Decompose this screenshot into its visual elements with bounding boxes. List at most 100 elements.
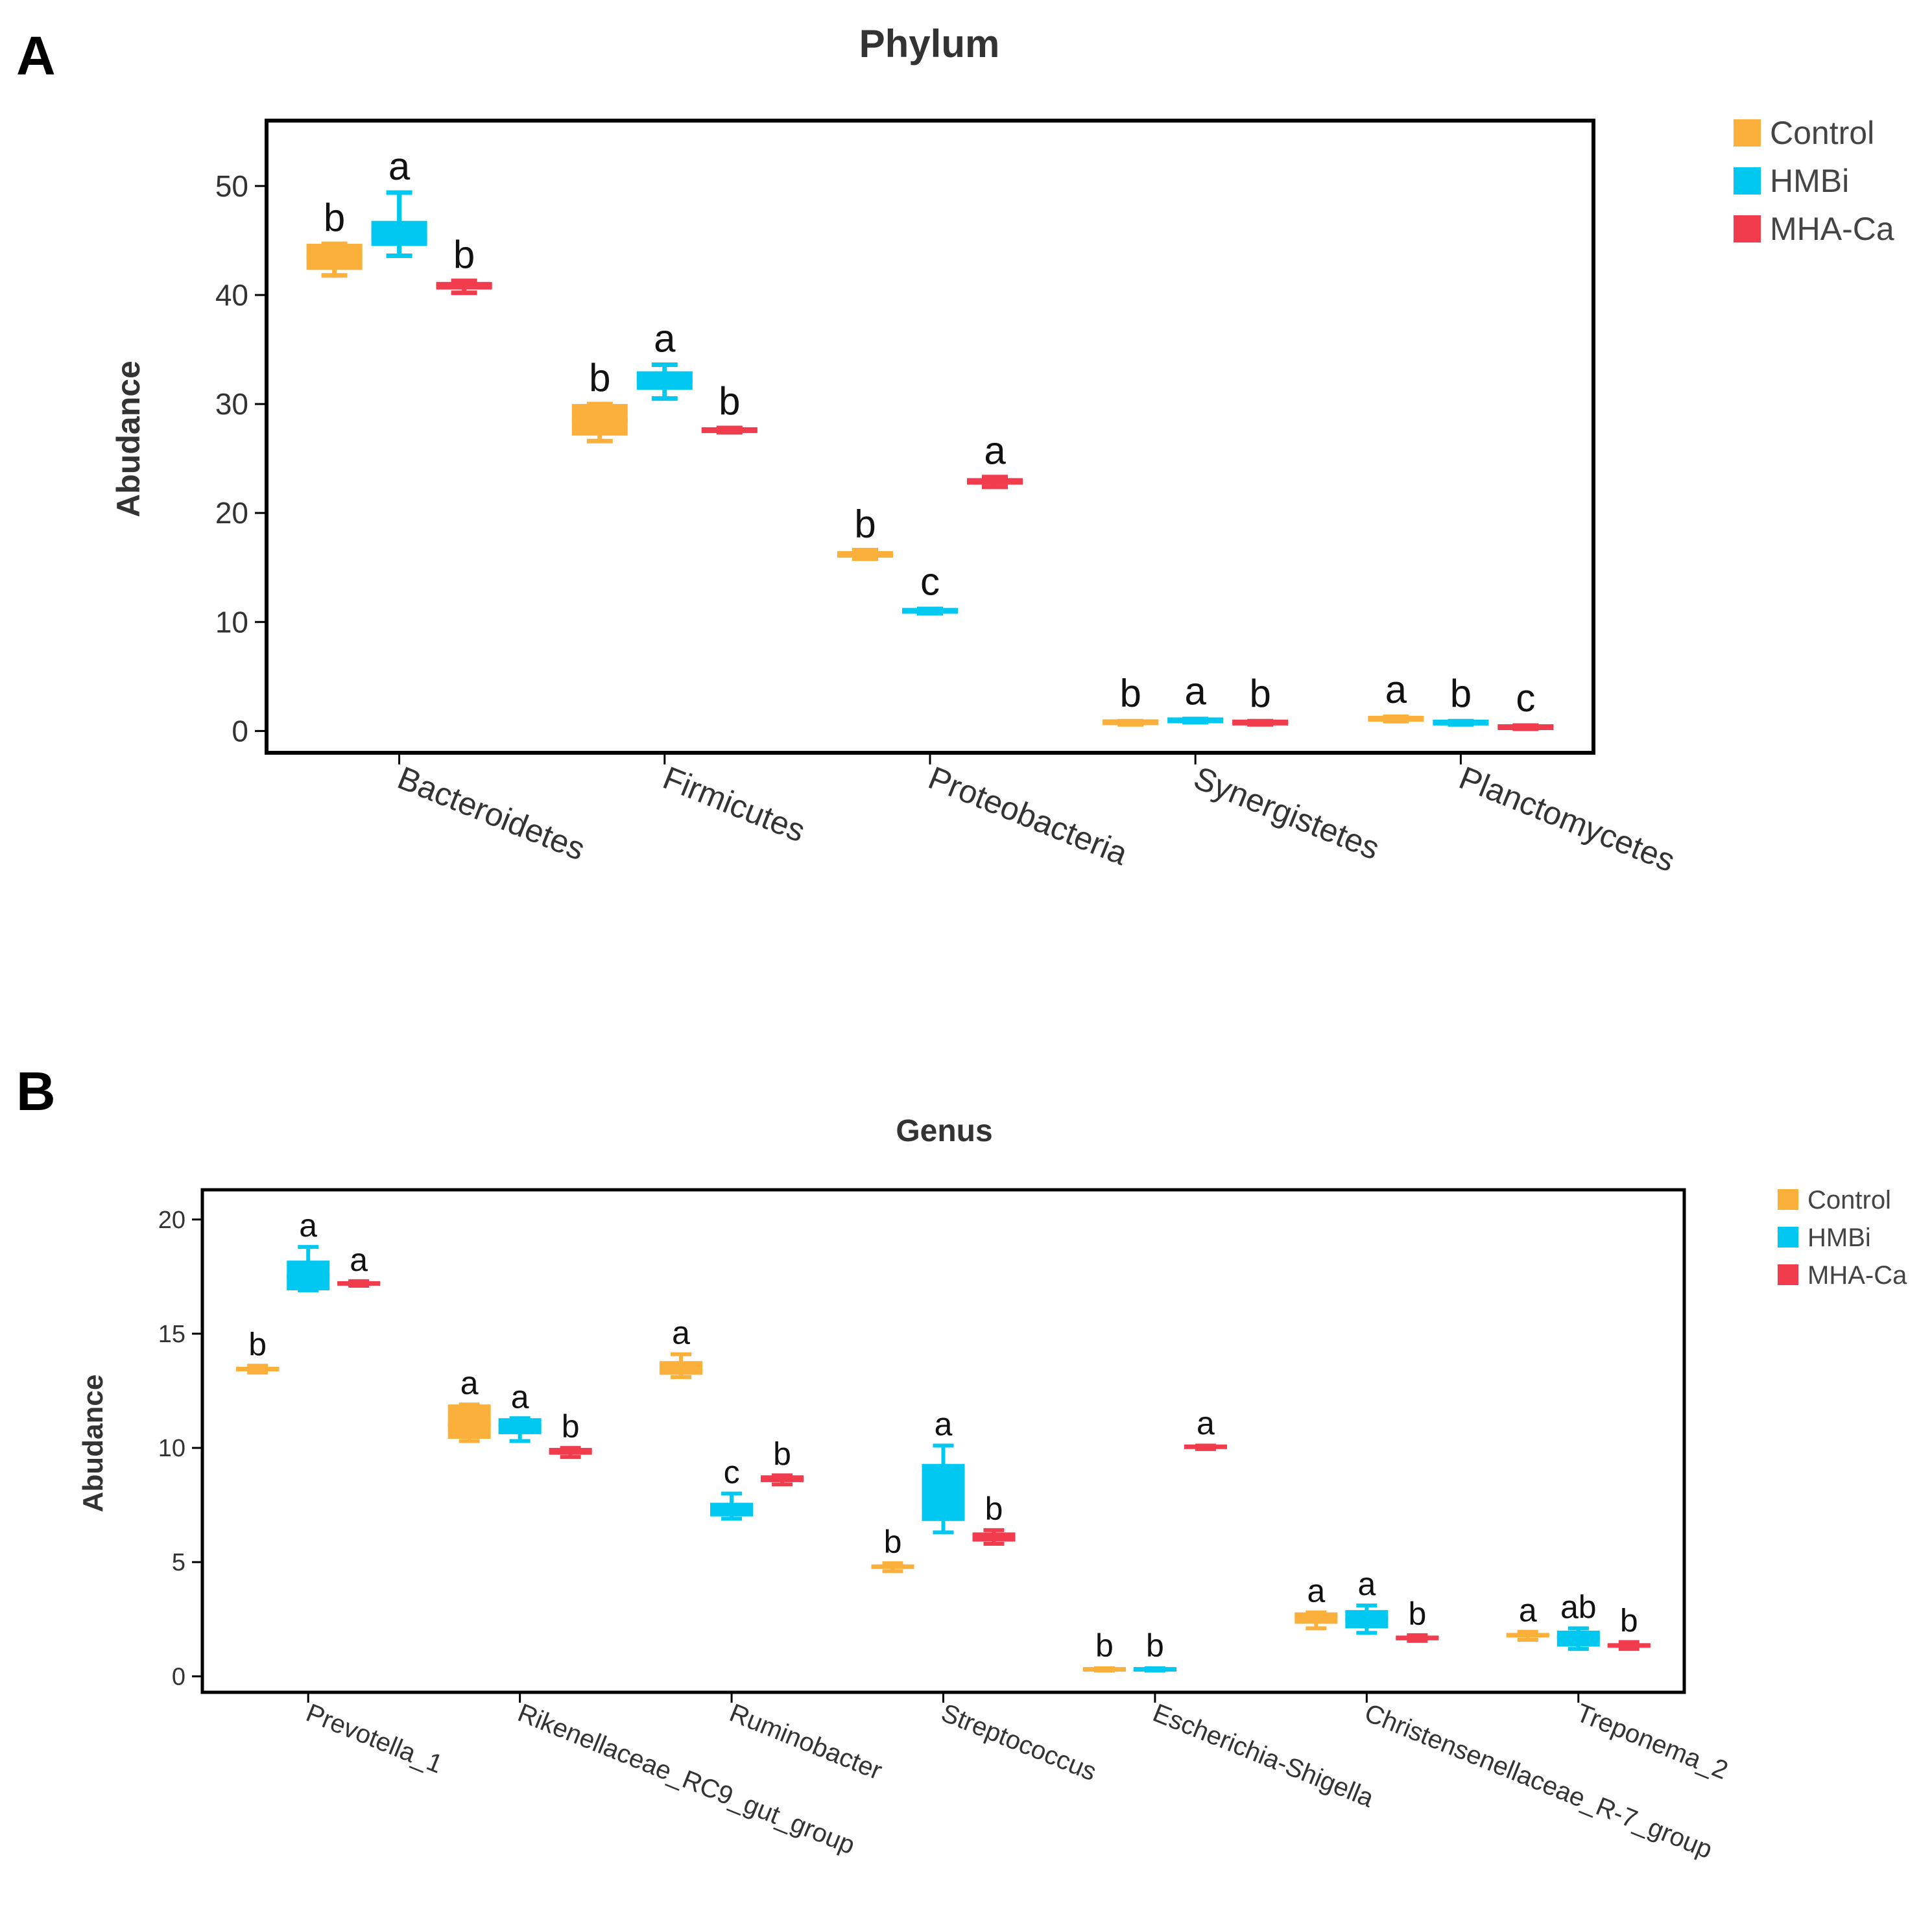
box-MHA-Ca-Firmicutes — [701, 425, 757, 435]
significance-letter: b — [985, 1491, 1003, 1527]
box-MHA-Ca-Synergistetes — [1232, 718, 1289, 727]
legend-swatch — [1778, 1264, 1798, 1285]
significance-letter: b — [884, 1524, 902, 1560]
significance-letter: ab — [1560, 1589, 1597, 1625]
x-tick-label: Christensenellaceae_R-7_group — [1361, 1699, 1716, 1865]
box-Control-Treponema_2 — [1506, 1629, 1549, 1642]
box-HMBi-Planctomycetes — [1433, 718, 1489, 727]
legend-item: Control — [1778, 1186, 1891, 1214]
significance-letter: a — [1307, 1573, 1325, 1609]
box-iqr — [660, 1361, 703, 1375]
significance-letter: c — [724, 1454, 740, 1491]
y-axis: 0 5 10 15 20 — [158, 1207, 202, 1690]
significance-letter: b — [324, 196, 345, 239]
box-HMBi-Synergistetes — [1167, 716, 1224, 725]
significance-letter: a — [299, 1207, 317, 1244]
panel-a: A Phylum Abudance 0 10 20 30 40 50 Bacteroide… — [16, 22, 1894, 879]
significance-letter: a — [984, 429, 1006, 473]
box-MHA-Ca-Treponema_2 — [1607, 1640, 1651, 1651]
legend-item: MHA-Ca — [1778, 1261, 1907, 1290]
box-HMBi-Christensenellaceae_R-7_group — [1345, 1603, 1389, 1635]
chart-title: Genus — [896, 1114, 992, 1148]
box-MHA-Ca-Planctomycetes — [1497, 723, 1554, 731]
x-tick-label: Treponema_2 — [1572, 1699, 1732, 1786]
significance-letter: b — [248, 1326, 267, 1362]
x-axis: Prevotella_1 Rikenellaceae_RC9_gut_groupR… — [302, 1692, 1732, 1864]
significance-letter: b — [1146, 1627, 1164, 1664]
x-tick-label: Bacteroidetes — [392, 759, 590, 867]
significance-letter: a — [388, 145, 411, 188]
box-MHA-Ca-Bacteroidetes — [436, 278, 492, 296]
y-axis: 0 10 20 30 40 50 — [215, 169, 267, 748]
significance-letter: b — [1095, 1627, 1114, 1664]
significance-letter: b — [1250, 672, 1271, 715]
significance-letter: a — [460, 1365, 479, 1401]
legend-label: Control — [1807, 1186, 1891, 1214]
x-tick-label: Prevotella_1 — [302, 1699, 447, 1779]
x-tick-label: Synergistetes — [1189, 759, 1385, 866]
box-HMBi-Rikenellaceae_RC9_gut_group — [498, 1416, 542, 1443]
significance-letter: a — [350, 1242, 368, 1278]
box-Control-Planctomycetes — [1368, 715, 1424, 724]
box-HMBi-Treponema_2 — [1556, 1626, 1600, 1651]
y-tick-label: 15 — [158, 1321, 185, 1348]
significance-letter: a — [935, 1406, 953, 1443]
significance-letter: a — [1357, 1566, 1376, 1602]
plot-frame — [265, 119, 1595, 755]
box-Control-Rikenellaceae_RC9_gut_group — [447, 1402, 491, 1443]
legend-swatch — [1734, 167, 1761, 195]
box-plots — [306, 190, 1554, 731]
legend-item: Control — [1734, 115, 1874, 151]
y-axis-label: Abudance — [110, 361, 147, 517]
significance-letter: b — [773, 1436, 791, 1472]
legend-label: HMBi — [1770, 163, 1849, 199]
box-iqr — [447, 1404, 491, 1439]
box-Control-Firmicutes — [571, 401, 628, 444]
y-tick-label: 10 — [158, 1435, 185, 1462]
legend-swatch — [1778, 1189, 1798, 1210]
box-HMBi-Bacteroidetes — [371, 190, 427, 258]
legend: Control HMBi MHA-Ca — [1734, 115, 1894, 247]
box-HMBi-Escherichia-Shigella — [1133, 1666, 1176, 1673]
y-tick-label: 40 — [215, 278, 248, 312]
x-tick-label: Firmicutes — [658, 759, 811, 849]
significance-letter: b — [1450, 672, 1472, 715]
y-tick-label: 0 — [172, 1663, 185, 1690]
significance-letter: a — [1385, 668, 1407, 711]
significance-letter: a — [672, 1315, 690, 1351]
box-Control-Streptococcus — [871, 1561, 914, 1574]
significance-letter: a — [1519, 1592, 1537, 1629]
significance-letter: c — [920, 560, 940, 604]
x-tick-label: Streptococcus — [937, 1699, 1100, 1787]
panel-letter: A — [16, 25, 56, 86]
significance-letter: b — [453, 233, 475, 276]
box-MHA-Ca-Rikenellaceae_RC9_gut_group — [549, 1446, 592, 1460]
significance-letter: a — [1197, 1405, 1215, 1441]
y-tick-label: 0 — [232, 714, 248, 748]
legend-label: Control — [1770, 115, 1874, 151]
panel-letter: B — [16, 1061, 56, 1122]
box-Control-Bacteroidetes — [306, 241, 363, 278]
y-axis-label: Abudance — [77, 1375, 109, 1513]
significance-letter: c — [1516, 676, 1535, 720]
x-tick-label: Rikenellaceae_RC9_gut_group — [514, 1699, 859, 1860]
significance-letter: a — [654, 317, 676, 361]
x-tick-label: Ruminobacter — [726, 1699, 886, 1786]
legend: Control HMBi MHA-Ca — [1778, 1186, 1907, 1290]
x-tick-label: Planctomycetes — [1454, 759, 1680, 879]
box-MHA-Ca-Streptococcus — [972, 1528, 1016, 1546]
significance-letter: b — [1408, 1596, 1426, 1632]
significance-letter: b — [1120, 671, 1141, 715]
box-MHA-Ca-Prevotella_1 — [337, 1279, 381, 1288]
y-tick-label: 30 — [215, 387, 248, 421]
legend-swatch — [1778, 1227, 1798, 1248]
box-plots — [236, 1245, 1651, 1673]
box-MHA-Ca-Proteobacteria — [967, 475, 1023, 490]
box-Control-Prevotella_1 — [236, 1364, 280, 1375]
significance-letter: a — [511, 1378, 529, 1415]
legend-item: HMBi — [1734, 163, 1849, 199]
x-tick-label: Escherichia-Shigella — [1149, 1699, 1378, 1814]
significance-letter: b — [1620, 1603, 1638, 1639]
